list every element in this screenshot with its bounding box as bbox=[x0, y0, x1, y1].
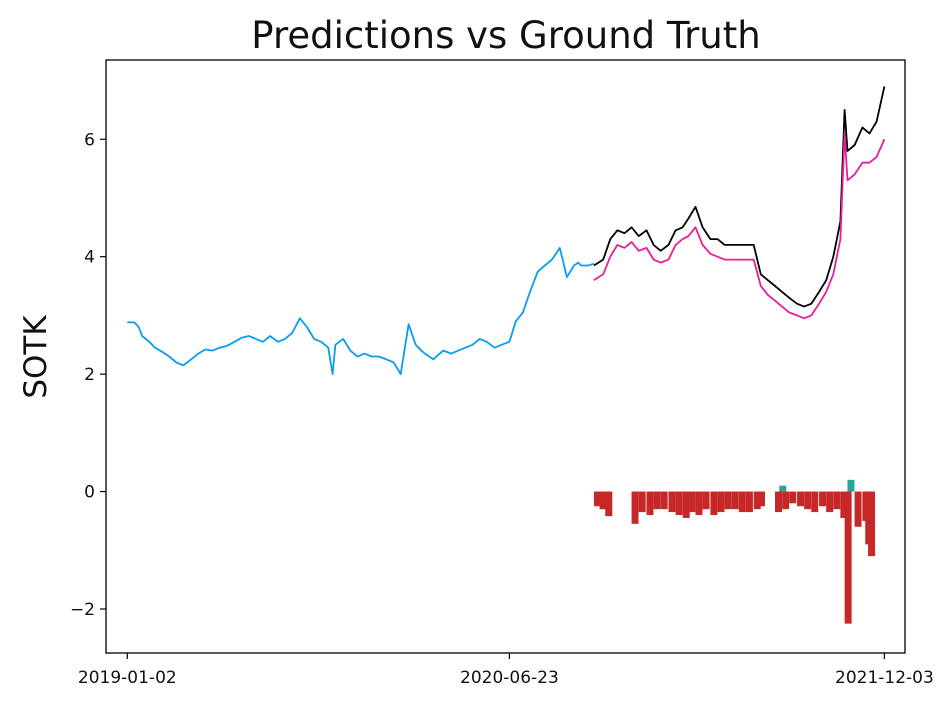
error-bar bbox=[854, 491, 862, 527]
error-bar bbox=[702, 491, 710, 510]
error-bar bbox=[738, 491, 746, 513]
error-bar bbox=[599, 491, 607, 510]
error-bar bbox=[717, 491, 725, 513]
y-tick-label: −2 bbox=[70, 600, 95, 620]
chart-title: Predictions vs Ground Truth bbox=[251, 14, 760, 57]
error-bar bbox=[789, 491, 797, 504]
error-bar bbox=[593, 491, 601, 507]
error-bar bbox=[745, 491, 753, 513]
error-bar bbox=[710, 491, 718, 516]
actual-series-line bbox=[593, 86, 886, 308]
error-bar bbox=[847, 479, 855, 492]
error-bar bbox=[844, 491, 852, 624]
x-tick-label: 2021-12-03 bbox=[835, 668, 934, 688]
error-bar bbox=[668, 491, 676, 513]
axis-ticks: −2 0 2 4 6 2019-01-02 2020-06-23 2021-12-03 bbox=[70, 130, 934, 688]
series-lines bbox=[127, 86, 886, 376]
history-series-line bbox=[127, 246, 595, 376]
error-bar bbox=[833, 491, 841, 510]
error-bar bbox=[753, 491, 761, 510]
y-axis-label: SOTK bbox=[18, 315, 54, 399]
x-tick-label: 2020-06-23 bbox=[460, 668, 559, 688]
error-bar bbox=[779, 485, 787, 492]
error-bar bbox=[646, 491, 654, 516]
error-bar bbox=[631, 491, 639, 524]
error-bar bbox=[731, 491, 739, 510]
error-bar bbox=[804, 491, 812, 510]
error-bar bbox=[757, 491, 765, 507]
error-bar bbox=[826, 491, 834, 513]
error-bar bbox=[840, 491, 848, 518]
y-tick-label: 6 bbox=[84, 130, 95, 150]
y-tick-label: 4 bbox=[84, 248, 95, 268]
error-bars bbox=[593, 479, 876, 624]
error-bar bbox=[782, 491, 790, 510]
error-bar bbox=[675, 491, 683, 516]
error-bar bbox=[811, 491, 819, 513]
error-bar bbox=[688, 491, 696, 513]
plot-area-frame bbox=[105, 59, 906, 654]
error-bar bbox=[660, 491, 668, 510]
error-bar bbox=[638, 491, 646, 513]
error-bar bbox=[819, 491, 827, 507]
error-bar bbox=[724, 491, 732, 510]
error-bar bbox=[682, 491, 690, 518]
error-bar bbox=[797, 491, 805, 507]
x-tick-label: 2019-01-02 bbox=[78, 668, 177, 688]
error-bar bbox=[775, 491, 783, 513]
error-bar bbox=[695, 491, 703, 516]
predicted-series-line bbox=[593, 132, 886, 320]
y-tick-label: 2 bbox=[84, 365, 95, 385]
error-bar bbox=[868, 491, 876, 557]
error-bar bbox=[605, 491, 613, 517]
error-bar bbox=[653, 491, 661, 510]
y-tick-label: 0 bbox=[84, 483, 95, 503]
